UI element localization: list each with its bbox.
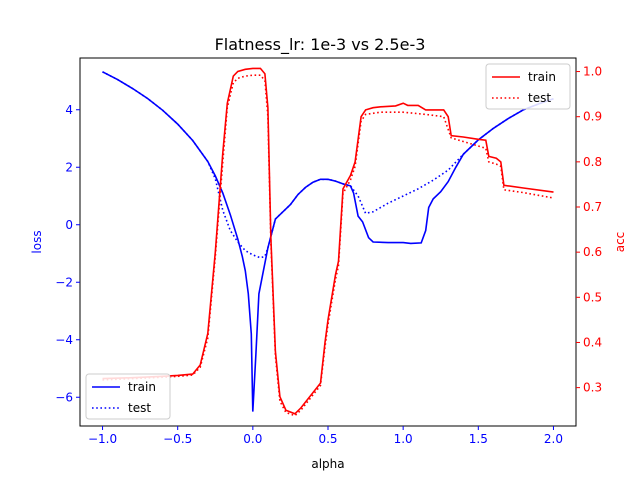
- x-tick-label: 1.0: [394, 432, 413, 446]
- left-y-tick-label: −6: [55, 390, 73, 404]
- x-tick-label: 0.0: [243, 432, 262, 446]
- left-y-tick-label: 2: [65, 160, 73, 174]
- chart-title: Flatness_lr: 1e-3 vs 2.5e-3: [215, 35, 426, 55]
- left-y-tick-label: 0: [65, 218, 73, 232]
- legend-right-box: [485, 63, 571, 110]
- right-y-tick-label: 1.0: [583, 65, 602, 79]
- x-tick-label: −0.5: [163, 432, 192, 446]
- right-y-tick-label: 0.9: [583, 110, 602, 124]
- series-left-train-line: [102, 71, 554, 412]
- legend-right-label-test: test: [528, 91, 551, 105]
- right-y-tick-label: 0.8: [583, 155, 602, 169]
- x-tick-label: −1.0: [88, 432, 117, 446]
- series-right-train-line: [102, 67, 554, 415]
- right-y-tick-label: 0.4: [583, 335, 602, 349]
- x-tick-label: 0.5: [318, 432, 337, 446]
- right-y-tick-label: 0.6: [583, 245, 602, 259]
- left-y-axis-label: loss: [30, 230, 44, 253]
- left-y-tick-label: −2: [55, 275, 73, 289]
- right-y-tick-label: 0.3: [583, 381, 602, 395]
- legend-right-label-train: train: [528, 70, 556, 84]
- legend-left-label-test: test: [128, 401, 151, 415]
- series-right-test-line: [102, 74, 554, 417]
- x-axis-label: alpha: [311, 457, 344, 471]
- x-tick-label: 2.0: [544, 432, 563, 446]
- series-left-test-line: [102, 71, 554, 259]
- left-y-tick-label: −4: [55, 333, 73, 347]
- left-y-tick-label: 4: [65, 103, 73, 117]
- right-y-tick-label: 0.7: [583, 200, 602, 214]
- legend-left-label-train: train: [128, 380, 156, 394]
- right-y-tick-label: 0.5: [583, 290, 602, 304]
- right-y-axis-label: acc: [613, 232, 627, 253]
- x-tick-label: 1.5: [469, 432, 488, 446]
- legend-left-box: [85, 373, 171, 420]
